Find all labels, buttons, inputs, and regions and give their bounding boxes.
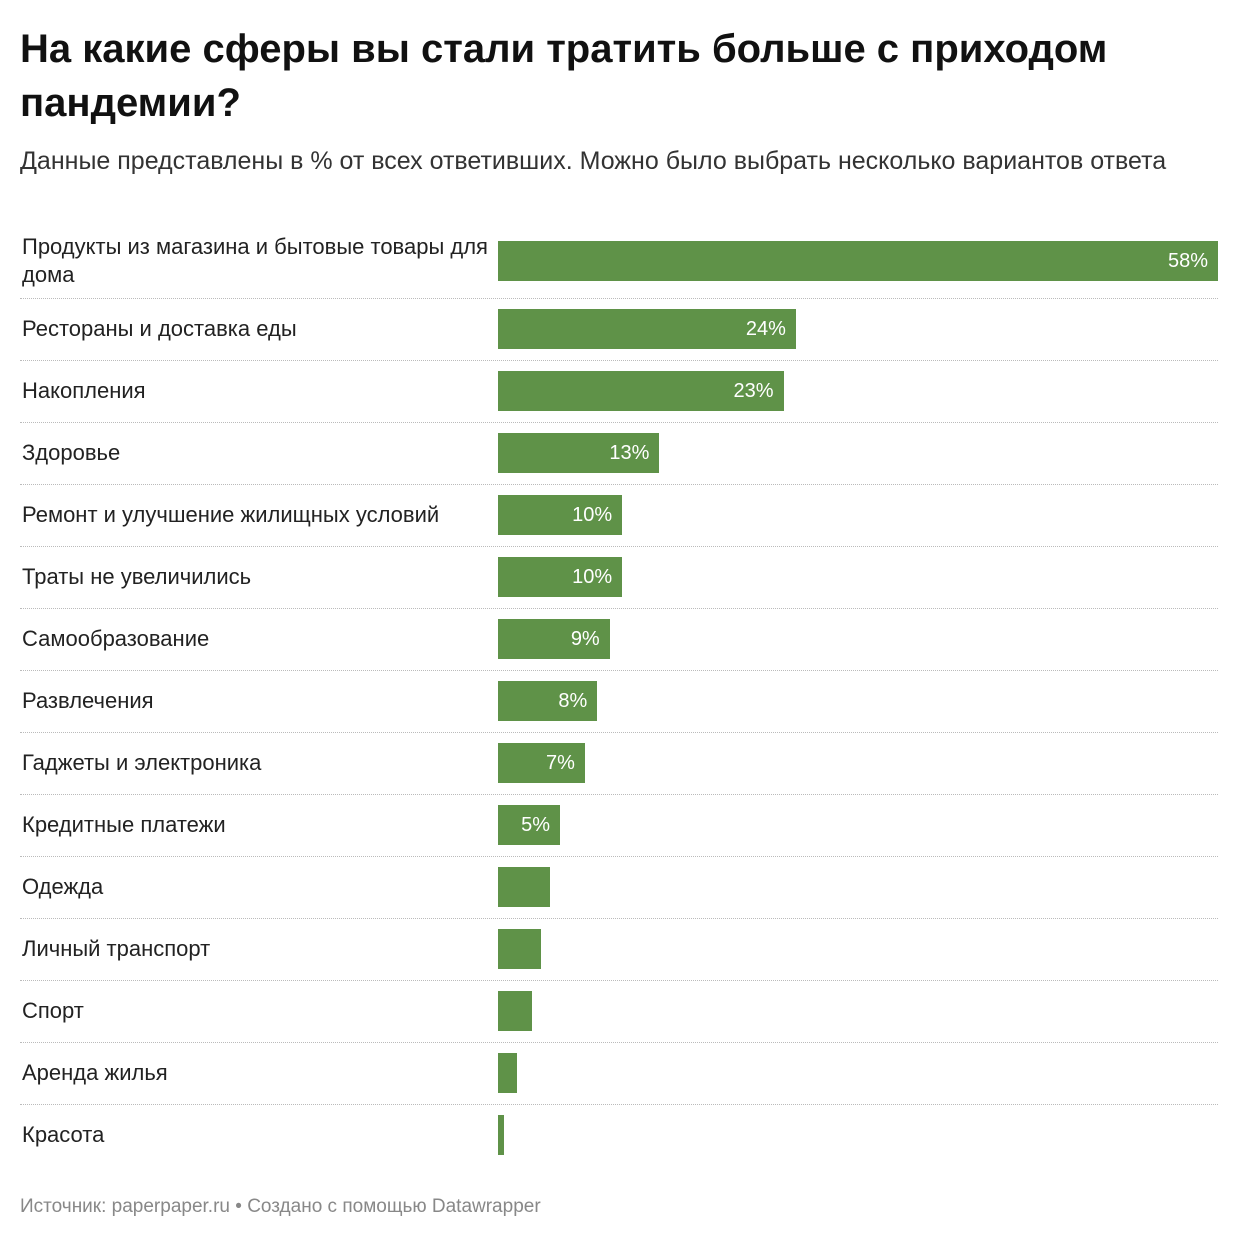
category-label: Кредитные платежи	[22, 812, 226, 837]
value-label: 5%	[521, 814, 551, 836]
bar	[498, 619, 610, 659]
bar	[498, 743, 585, 783]
category-label: Личный транспорт	[22, 936, 211, 961]
bar	[498, 309, 796, 349]
chart-subtitle: Данные представлены в % от всех ответивш…	[20, 147, 1167, 175]
bar	[498, 241, 1218, 281]
bar	[498, 805, 561, 845]
category-label: Накопления	[22, 378, 146, 403]
bar	[498, 929, 542, 969]
category-label: Самообразование	[22, 626, 210, 651]
category-label: Аренда жилья	[22, 1060, 168, 1085]
row-separator	[20, 856, 1218, 857]
bar	[498, 557, 623, 597]
row-separator	[20, 794, 1218, 795]
bar	[498, 991, 532, 1031]
bar	[498, 1053, 517, 1093]
bar	[498, 1115, 505, 1155]
value-label: 23%	[733, 380, 774, 402]
value-label: 10%	[572, 504, 613, 526]
chart-title: На какие сферы вы стали тратить больше с…	[20, 27, 1108, 125]
category-label: Продукты из магазина и бытовые товары дл…	[22, 234, 488, 287]
bar	[498, 371, 784, 411]
value-label: 7%	[545, 752, 575, 774]
category-label: Рестораны и доставка еды	[22, 316, 297, 341]
value-label: 24%	[745, 318, 786, 340]
row-separator	[20, 546, 1218, 547]
row-separator	[20, 918, 1218, 919]
row-separator	[20, 1042, 1218, 1043]
bar	[498, 433, 660, 473]
category-label: Здоровье	[22, 440, 121, 465]
row-separator	[20, 298, 1218, 299]
category-label: Спорт	[22, 998, 84, 1023]
row-separator	[20, 980, 1218, 981]
row-separator	[20, 1104, 1218, 1105]
value-label: 8%	[558, 690, 588, 712]
value-label: 13%	[609, 442, 650, 464]
row-separator	[20, 360, 1218, 361]
row-separator	[20, 670, 1218, 671]
value-label: 9%	[570, 628, 600, 650]
bar	[498, 681, 598, 721]
value-label: 10%	[572, 566, 613, 588]
row-separator	[20, 484, 1218, 485]
row-separator	[20, 422, 1218, 423]
value-label: 58%	[1167, 250, 1208, 272]
category-label: Одежда	[22, 874, 104, 899]
bar	[498, 867, 551, 907]
category-label: Ремонт и улучшение жилищных условий	[22, 502, 440, 527]
row-separator	[20, 732, 1218, 733]
category-label: Гаджеты и электроника	[22, 750, 262, 775]
row-separator	[20, 608, 1218, 609]
category-label: Красота	[22, 1122, 105, 1147]
bar	[498, 495, 623, 535]
category-label: Развлечения	[22, 688, 154, 713]
footer: Источник: paperpaper.ru • Создано с помо…	[20, 1196, 541, 1217]
category-label: Траты не увеличились	[22, 564, 252, 589]
